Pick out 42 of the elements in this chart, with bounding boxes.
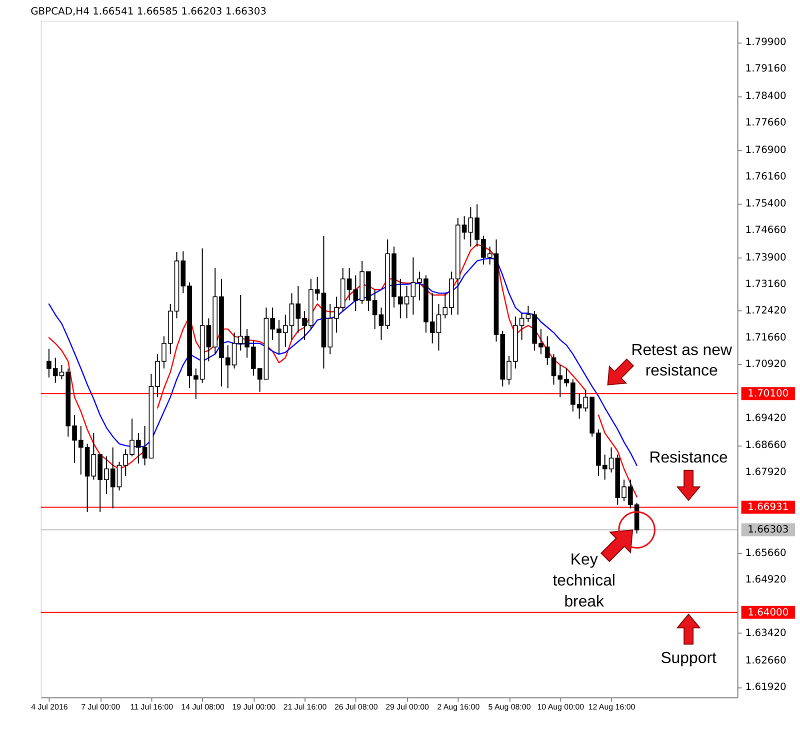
y-tick-label: 1.62660	[745, 655, 786, 666]
ref-line-label: 1.70100	[748, 388, 789, 400]
y-tick-label: 1.78400	[745, 90, 786, 102]
x-tick-label: 4 Jul 2016	[31, 702, 68, 712]
annotation: Key technical break	[552, 552, 616, 610]
annotation: Resistance	[649, 449, 728, 466]
y-tick-label: 1.72420	[745, 305, 786, 316]
x-tick-label: 7 Jul 00:00	[81, 702, 121, 712]
x-tick-label: 19 Jul 00:00	[232, 702, 276, 712]
y-tick-label: 1.74660	[745, 225, 786, 236]
y-tick-label: 1.65660	[745, 548, 786, 559]
chart-title: GBPCAD,H4 1.66541 1.66585 1.66203 1.66303	[30, 6, 266, 18]
y-tick-label: 1.73900	[745, 252, 786, 264]
y-tick-label: 1.79160	[745, 64, 786, 75]
x-tick-label: 26 Jul 08:00	[334, 702, 378, 712]
y-tick-label: 1.63420	[745, 628, 786, 640]
y-tick-label: 1.76160	[745, 171, 786, 182]
y-tick-label: 1.64920	[745, 574, 786, 586]
y-tick-label: 1.70920	[745, 359, 786, 370]
ref-line-label: 1.64000	[748, 607, 789, 618]
x-tick-label: 14 Jul 08:00	[181, 702, 226, 712]
x-tick-label: 10 Aug 00:00	[537, 702, 585, 712]
y-tick-label: 1.68660	[745, 440, 786, 452]
x-tick-label: 5 Aug 08:00	[488, 702, 532, 712]
x-tick-label: 12 Aug 16:00	[588, 702, 636, 712]
y-tick-label: 1.69420	[745, 412, 786, 424]
annotation: Support	[660, 650, 717, 668]
x-tick-label: 11 Jul 16:00	[130, 702, 174, 712]
annotation: Retest as new resistance	[631, 342, 732, 380]
y-tick-label: 1.75400	[745, 198, 786, 210]
x-tick-label: 21 Jul 16:00	[283, 702, 328, 712]
y-tick-label: 1.61920	[745, 682, 786, 693]
ref-line-label: 1.66303	[748, 524, 789, 536]
y-tick-label: 1.77660	[745, 118, 786, 129]
y-tick-label: 1.67920	[745, 466, 786, 478]
y-tick-label: 1.73160	[745, 278, 786, 290]
y-tick-label: 1.76900	[745, 144, 786, 156]
ref-line-label: 1.66931	[748, 502, 789, 514]
y-tick-label: 1.71660	[745, 332, 786, 344]
x-tick-label: 29 Jul 00:00	[386, 702, 430, 712]
x-tick-label: 2 Aug 16:00	[437, 702, 480, 712]
y-tick-label: 1.79900	[745, 37, 786, 48]
